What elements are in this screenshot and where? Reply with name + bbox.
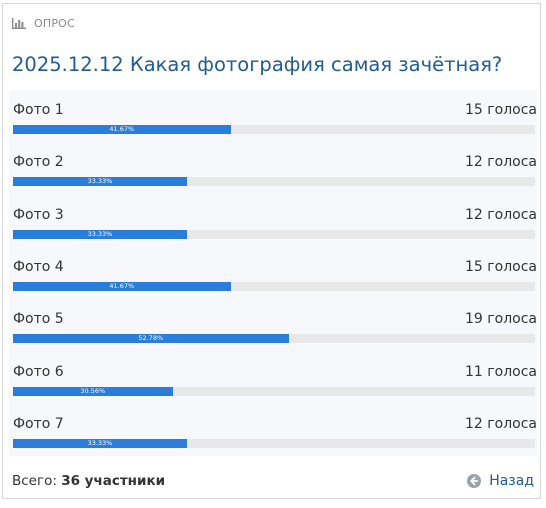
option-bar-track: 41.67% (13, 125, 535, 134)
option-label: Фото 1 (13, 102, 64, 118)
option-label: Фото 3 (13, 206, 64, 223)
poll-option: Фото 7 12 голоса 33.33% (9, 404, 537, 456)
option-percent: 33.33% (87, 177, 113, 186)
option-percent: 41.67% (109, 125, 135, 133)
option-label: Фото 5 (13, 311, 64, 328)
option-votes: 15 голоса (465, 102, 537, 118)
back-button[interactable]: Назад (467, 472, 534, 490)
poll-option: Фото 2 12 голоса 33.33% (9, 142, 537, 194)
option-bar-track: 33.33% (13, 438, 535, 448)
option-bar-track: 33.33% (13, 177, 535, 187)
option-percent: 41.67% (109, 281, 135, 290)
total-participants: Всего: 36 участники (12, 472, 165, 490)
poll-option: Фото 6 11 голоса 30.56% (9, 352, 537, 404)
option-percent: 33.33% (87, 229, 113, 238)
option-percent: 52.78% (138, 334, 164, 343)
option-bar-track: 33.33% (13, 229, 535, 239)
option-votes: 12 голоса (465, 154, 537, 171)
bar-chart-icon (12, 18, 26, 29)
option-bar-track: 52.78% (13, 334, 535, 344)
poll-footer: Всего: 36 участники Назад (12, 470, 534, 492)
option-bar-fill: 41.67% (13, 281, 231, 291)
option-bar-track: 41.67% (13, 281, 535, 291)
section-label: ОПРОС (34, 17, 75, 30)
total-value: 36 участники (61, 473, 166, 489)
option-bar-fill: 30.56% (13, 386, 173, 396)
option-votes: 19 голоса (465, 311, 537, 328)
poll-option: Фото 3 12 голоса 33.33% (9, 195, 537, 247)
poll-question: 2025.12.12 Какая фотография самая зачётн… (12, 53, 503, 76)
option-votes: 12 голоса (465, 415, 537, 432)
option-votes: 15 голоса (465, 258, 537, 275)
option-votes: 12 голоса (465, 206, 537, 223)
option-label: Фото 7 (13, 415, 64, 432)
option-label: Фото 2 (13, 154, 64, 171)
option-bar-track: 30.56% (13, 386, 535, 396)
poll-options-list: Фото 1 15 голоса 41.67% Фото 2 12 голоса… (9, 90, 537, 456)
back-label: Назад (489, 473, 534, 489)
option-votes: 11 голоса (465, 363, 537, 380)
poll-header: ОПРОС (12, 17, 75, 30)
option-label: Фото 6 (13, 363, 64, 380)
option-bar-fill: 41.67% (13, 125, 231, 134)
option-bar-fill: 33.33% (13, 177, 187, 187)
option-label: Фото 4 (13, 258, 64, 275)
total-prefix: Всего: (12, 473, 57, 489)
option-bar-fill: 52.78% (13, 334, 289, 344)
poll-card: ОПРОС 2025.12.12 Какая фотография самая … (2, 3, 541, 499)
poll-option: Фото 4 15 голоса 41.67% (9, 247, 537, 299)
poll-option: Фото 5 19 голоса 52.78% (9, 299, 537, 351)
poll-option: Фото 1 15 голоса 41.67% (9, 90, 537, 142)
option-bar-fill: 33.33% (13, 438, 187, 448)
option-percent: 33.33% (87, 438, 113, 447)
option-bar-fill: 33.33% (13, 229, 187, 239)
arrow-left-circle-icon (467, 474, 482, 488)
option-percent: 30.56% (80, 386, 106, 395)
